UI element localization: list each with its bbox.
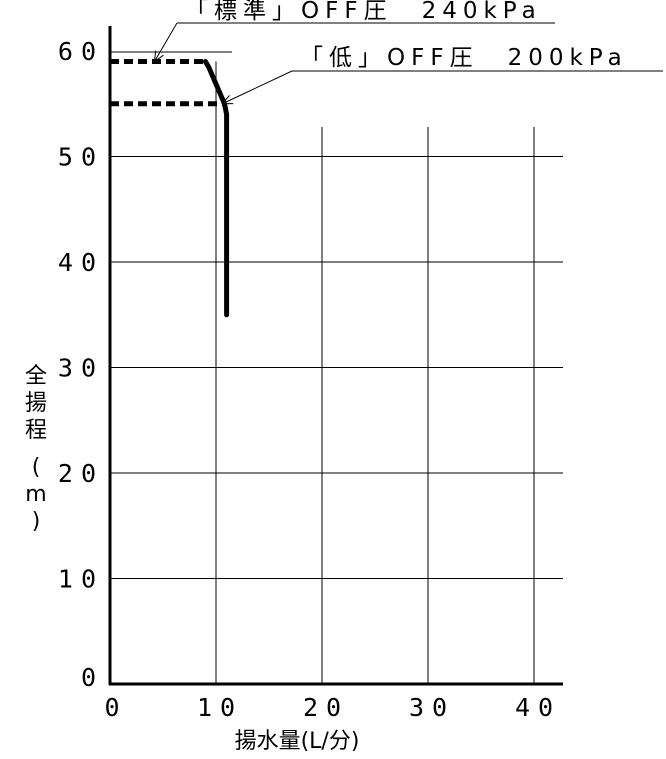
annotation-text-0: 「標準」OFF圧 240kPa: [185, 0, 542, 24]
annotations: 「標準」OFF圧 240kPa 「低」OFF圧 200kPa: [153, 0, 663, 105]
y-axis-label-char: 揚: [25, 391, 47, 416]
y-tick-label-40: 40: [58, 248, 104, 277]
y-axis-label-char: 程: [25, 418, 47, 443]
y-axis-label-char: (: [32, 455, 41, 480]
x-tick-label-10: 10: [197, 693, 243, 722]
y-tick-label-10: 10: [58, 565, 104, 594]
y-axis-label-char: 全: [25, 364, 47, 389]
y-tick-label-60: 60: [58, 37, 104, 66]
y-axis-label: 全揚程 (m): [25, 364, 47, 534]
x-tick-label-20: 20: [303, 693, 349, 722]
x-tick-label-30: 30: [409, 693, 455, 722]
y-tick-label-0: 0: [81, 663, 104, 692]
y-axis-label-char: ): [32, 509, 41, 534]
grid: [110, 51, 563, 684]
y-tick-label-30: 30: [58, 354, 104, 383]
annotation-arrow-0: [153, 50, 164, 63]
tick-labels: 0 10 20 30 40 50 60 0 10 20 30 40: [58, 37, 561, 722]
y-tick-label-20: 20: [58, 459, 104, 488]
annotation-leader-1: [222, 70, 293, 105]
axes: [108, 26, 563, 686]
annotation-text-1: 「低」OFF圧 200kPa: [300, 45, 628, 71]
annotation-leader-0: [154, 22, 178, 62]
series: [110, 59, 230, 318]
x-axis-label: 揚水量(L/分): [235, 729, 360, 754]
annotation-arrow-1: [221, 95, 234, 105]
y-axis-label-char: m: [25, 482, 46, 507]
x-tick-label-0: 0: [104, 693, 127, 722]
axis-labels: 揚水量(L/分) 全揚程 (m): [25, 364, 359, 754]
x-tick-label-40: 40: [515, 693, 561, 722]
y-tick-label-50: 50: [58, 143, 104, 172]
